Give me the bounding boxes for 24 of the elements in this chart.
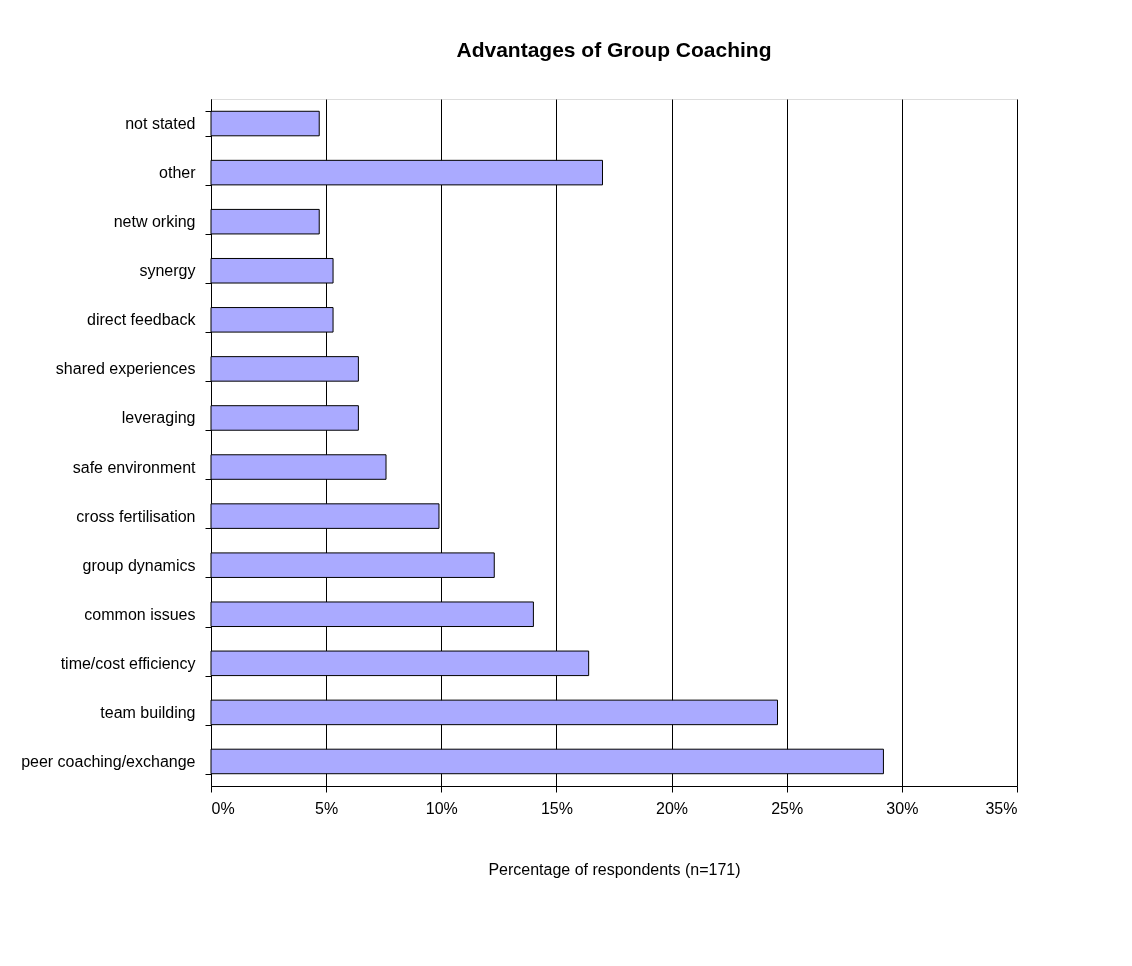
y-tick-label: common issues [84,605,196,623]
y-tick-label: not stated [125,115,196,133]
y-tick-label: shared experiences [55,360,196,378]
y-tick-label: synergy [139,262,196,280]
x-tick-label: 0% [211,799,235,817]
x-tick-label: 35% [985,799,1018,817]
y-tick-label: netw orking [113,213,196,231]
y-tick-label: team building [100,703,196,721]
x-tick-label: 15% [540,799,573,817]
y-tick-label: time/cost efficiency [60,654,196,672]
chart-title: Advantages of Group Coaching [456,38,772,61]
y-tick-label: group dynamics [82,556,196,574]
y-tick-label: direct feedback [86,311,197,329]
x-axis-title: Percentage of respondents (n=171) [488,860,741,878]
x-tick-label: 5% [315,799,339,817]
y-tick-label: cross fertilisation [76,507,196,525]
x-tick-label: 30% [886,799,919,817]
y-tick-label: leveraging [121,409,196,427]
y-tick-label: other [159,164,197,182]
x-tick-label: 25% [771,799,804,817]
x-tick-label: 10% [425,799,458,817]
y-tick-label: peer coaching/exchange [21,752,196,770]
x-tick-label: 20% [656,799,689,817]
y-tick-label: safe environment [72,458,197,476]
